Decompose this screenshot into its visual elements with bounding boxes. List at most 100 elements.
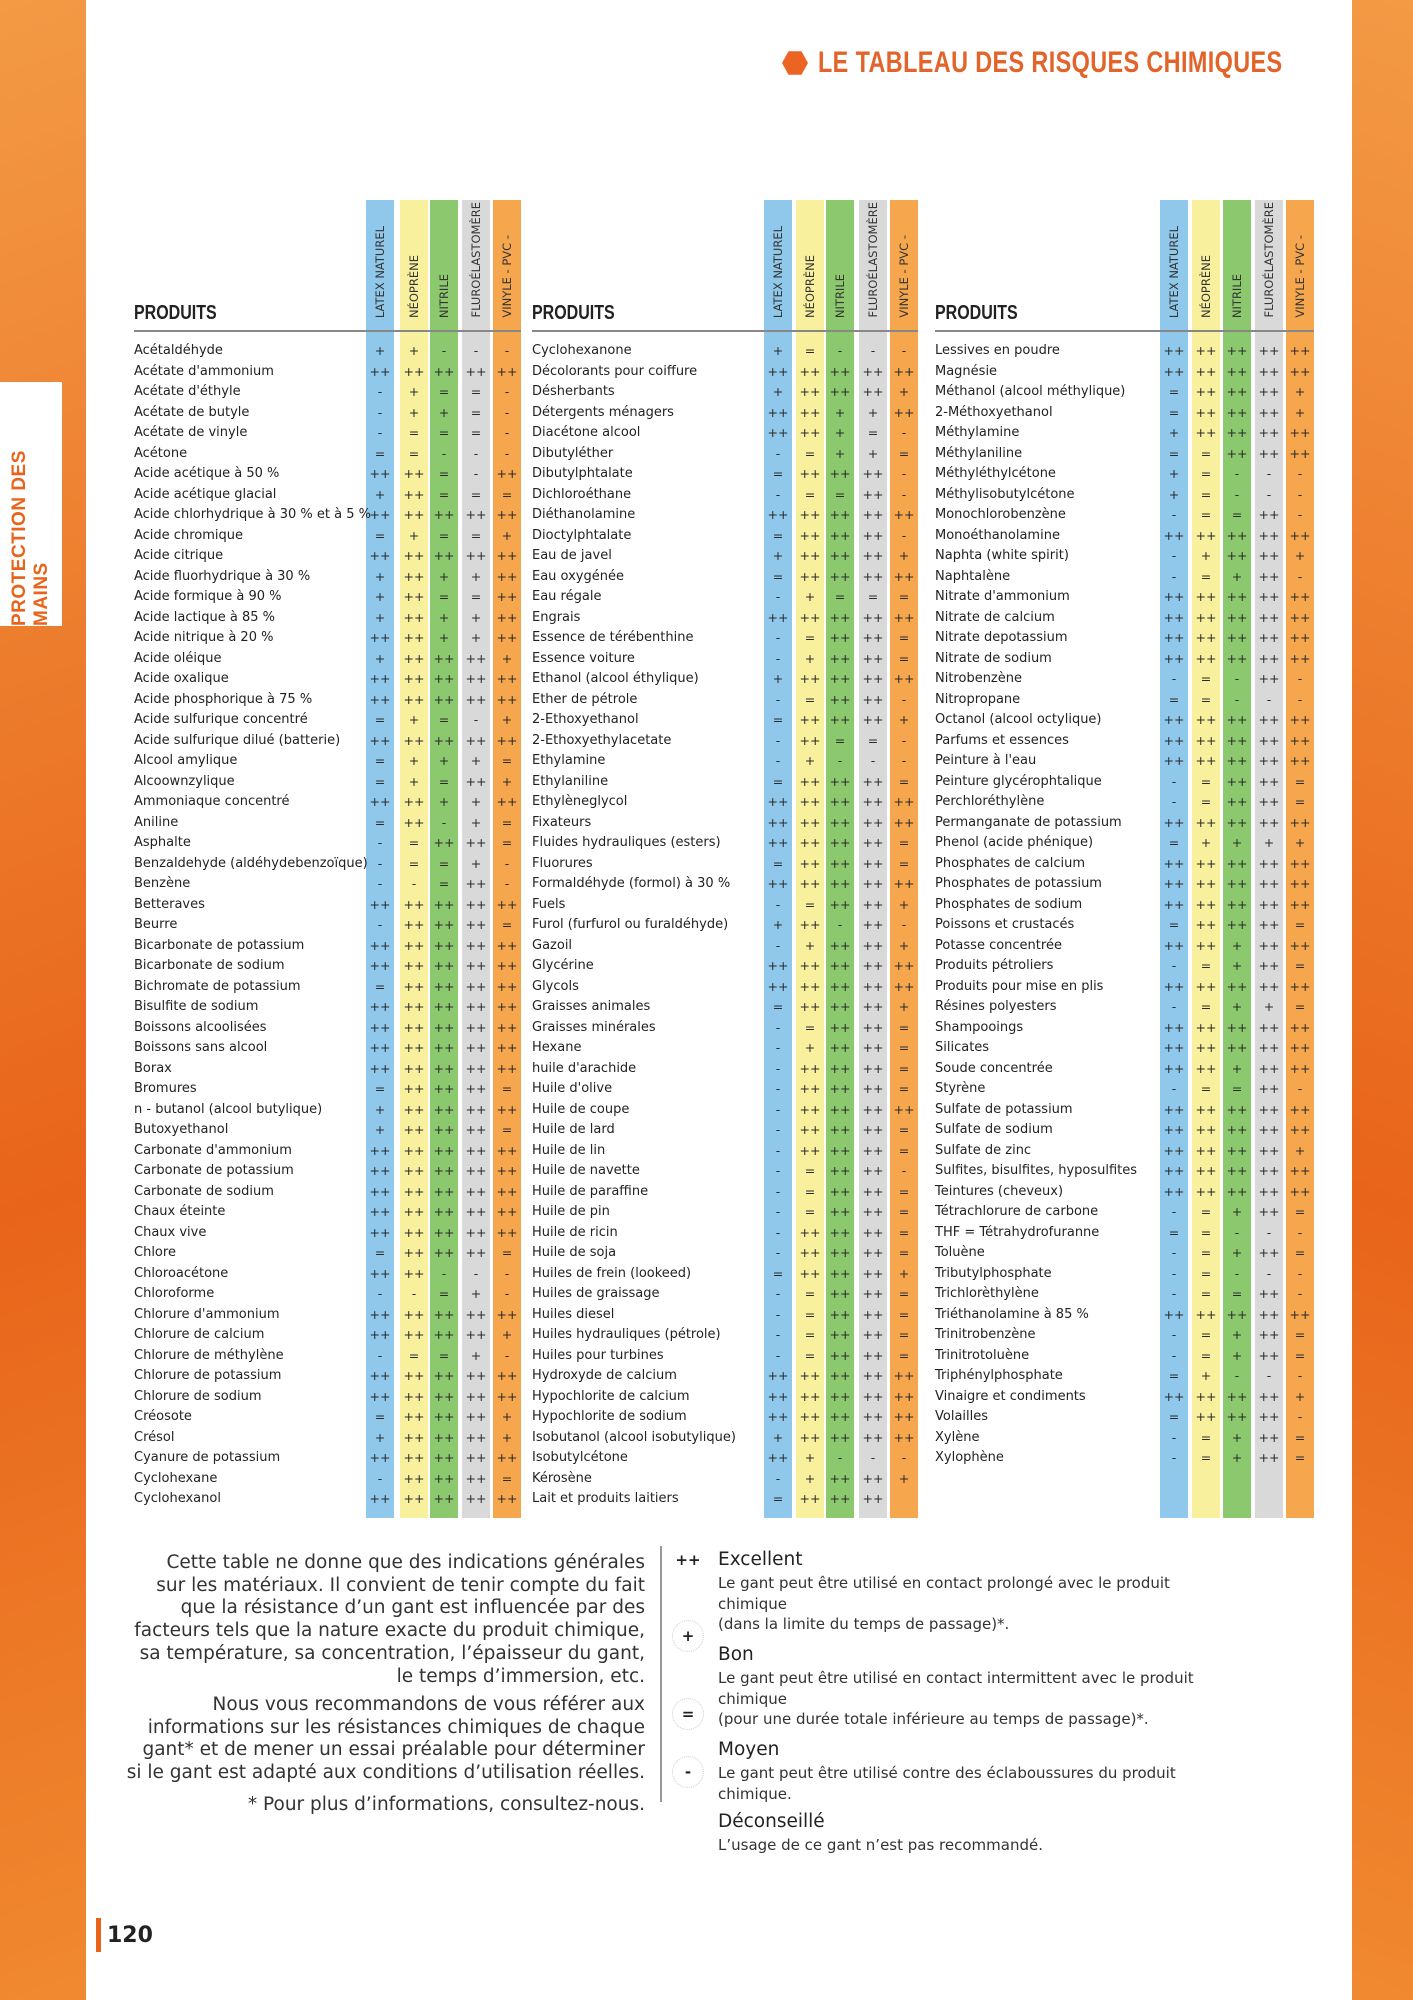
rating-nitrile: ++ <box>1226 1019 1248 1035</box>
rating-neoprene: ++ <box>799 1409 821 1424</box>
rating-latex: + <box>1168 486 1180 502</box>
rating-fluoro: + <box>470 794 482 809</box>
rating-fluoro: ++ <box>465 1429 487 1445</box>
table-row: Huile de paraffine - = ++ ++ = <box>0 1182 1413 1202</box>
rating-latex: ++ <box>767 814 789 830</box>
rating-nitrile: ++ <box>829 1491 851 1506</box>
rating-neoprene: ++ <box>1195 363 1217 379</box>
product-name: 2-Méthoxyethanol <box>935 404 1053 420</box>
table-row: Huiles de frein (lookeed) = ++ ++ ++ + <box>0 1264 1413 1284</box>
rating-latex: ++ <box>369 1450 391 1465</box>
rating-latex: + <box>374 1101 386 1117</box>
rating-neoprene: ++ <box>403 1101 425 1117</box>
rating-neoprene: ++ <box>403 896 425 912</box>
rating-fluoro: ++ <box>862 1183 884 1199</box>
rating-vinyle: = <box>1294 958 1306 973</box>
table-row: Huile de coupe - ++ ++ ++ ++ <box>0 1100 1413 1120</box>
rating-neoprene: + <box>408 712 420 727</box>
rating-neoprene: ++ <box>403 1060 425 1076</box>
rating-nitrile: = <box>1231 1286 1243 1301</box>
rating-latex: - <box>775 1286 781 1301</box>
table-row: Hexane - + ++ ++ = <box>0 1038 1413 1058</box>
rating-nitrile: ++ <box>1226 794 1248 809</box>
rating-vinyle: = <box>1294 1204 1306 1219</box>
rating-fluoro: ++ <box>862 794 884 809</box>
rating-nitrile: ++ <box>829 1183 851 1199</box>
rating-neoprene: ++ <box>1195 978 1217 994</box>
rating-vinyle: = <box>1294 1347 1306 1363</box>
rating-nitrile: ++ <box>829 773 851 789</box>
product-name: Perchloréthylène <box>935 794 1045 809</box>
rating-latex: + <box>374 589 386 604</box>
table-row: n - butanol (alcool butylique) + ++ ++ ++ ++ <box>0 1100 1413 1120</box>
table-row: Méthylaniline = = ++ ++ ++ <box>0 444 1413 464</box>
rating-fluoro: = <box>470 527 482 543</box>
rating-latex: - <box>775 1224 781 1240</box>
rating-fluoro: ++ <box>1258 1347 1280 1363</box>
table-row: Chaux vive ++ ++ ++ ++ ++ <box>0 1223 1413 1243</box>
rating-latex: ++ <box>1163 876 1185 891</box>
rating-fluoro: - <box>1266 691 1272 707</box>
legend-desc-excellent: Le gant peut être utilisé en contact pro… <box>718 1573 1238 1635</box>
table-row: Huile de ricin - ++ ++ ++ = <box>0 1223 1413 1243</box>
rating-neoprene: = <box>1200 466 1212 481</box>
rating-latex: ++ <box>1163 650 1185 666</box>
product-name: Nitrobenzène <box>935 671 1022 686</box>
table-row: Cyclohexanone + = - - - <box>0 341 1413 361</box>
rating-latex: ++ <box>1163 1060 1185 1076</box>
rating-fluoro: ++ <box>862 1429 884 1445</box>
rating-neoprene: ++ <box>799 958 821 973</box>
product-name: Méthanol (alcool méthylique) <box>935 384 1126 399</box>
rating-nitrile: ++ <box>829 999 851 1014</box>
rating-neoprene: ++ <box>1195 1142 1217 1158</box>
rating-vinyle: = <box>501 917 513 932</box>
rating-neoprene: = <box>1200 999 1212 1014</box>
rating-vinyle: - <box>901 486 907 502</box>
product-name: Crésol <box>134 1429 175 1445</box>
rating-latex: - <box>377 384 383 399</box>
rating-nitrile: ++ <box>829 835 851 850</box>
product-name: Dioctylphtalate <box>532 527 632 543</box>
rating-nitrile: ++ <box>829 363 851 379</box>
rating-fluoro: ++ <box>862 671 884 686</box>
table-row: Acide nitrique à 20 % ++ ++ + + ++ <box>0 628 1413 648</box>
rating-neoprene: ++ <box>799 671 821 686</box>
rating-nitrile: - <box>441 1265 447 1281</box>
rating-fluoro: ++ <box>465 363 487 379</box>
rating-vinyle: = <box>501 753 513 768</box>
product-name: Magnésie <box>935 363 998 379</box>
rating-latex: ++ <box>369 1040 391 1055</box>
rating-neoprene: = <box>804 1306 816 1322</box>
rating-neoprene: ++ <box>799 363 821 379</box>
rating-neoprene: = <box>804 1019 816 1035</box>
table-row: Alcool amylique = + + + = <box>0 751 1413 771</box>
product-name: Furol (furfurol ou furaldéhyde) <box>532 917 729 932</box>
rating-neoprene: ++ <box>403 1327 425 1342</box>
products-header: PRODUITS <box>532 302 615 324</box>
rating-fluoro: + <box>470 1347 482 1363</box>
table-row: Silicates ++ ++ ++ ++ ++ <box>0 1038 1413 1058</box>
product-name: Soude concentrée <box>935 1060 1053 1076</box>
product-name: Phosphates de sodium <box>935 896 1083 912</box>
rating-latex: - <box>1171 999 1177 1014</box>
rating-latex: ++ <box>767 958 789 973</box>
rating-latex: + <box>374 486 386 502</box>
product-name: Acide phosphorique à 75 % <box>134 691 313 707</box>
product-name: Eau régale <box>532 589 602 604</box>
product-name: Styrène <box>935 1081 986 1096</box>
rating-fluoro: ++ <box>862 548 884 563</box>
table-row: Peinture glycérophtalique - = ++ ++ = <box>0 772 1413 792</box>
rating-vinyle: = <box>898 1142 910 1158</box>
rating-vinyle: = <box>1294 917 1306 932</box>
rating-neoprene: + <box>408 343 420 358</box>
rating-vinyle: ++ <box>1289 609 1311 625</box>
product-name: Nitrate d'ammonium <box>935 589 1070 604</box>
rating-latex: - <box>1171 1081 1177 1096</box>
rating-nitrile: ++ <box>1226 753 1248 768</box>
rating-latex: - <box>775 1060 781 1076</box>
rating-latex: ++ <box>369 671 391 686</box>
rating-neoprene: ++ <box>403 732 425 748</box>
rating-vinyle: + <box>898 548 910 563</box>
rating-vinyle: ++ <box>496 589 518 604</box>
material-header-label: FLUROÉLASTOMÈRE <box>866 202 880 318</box>
